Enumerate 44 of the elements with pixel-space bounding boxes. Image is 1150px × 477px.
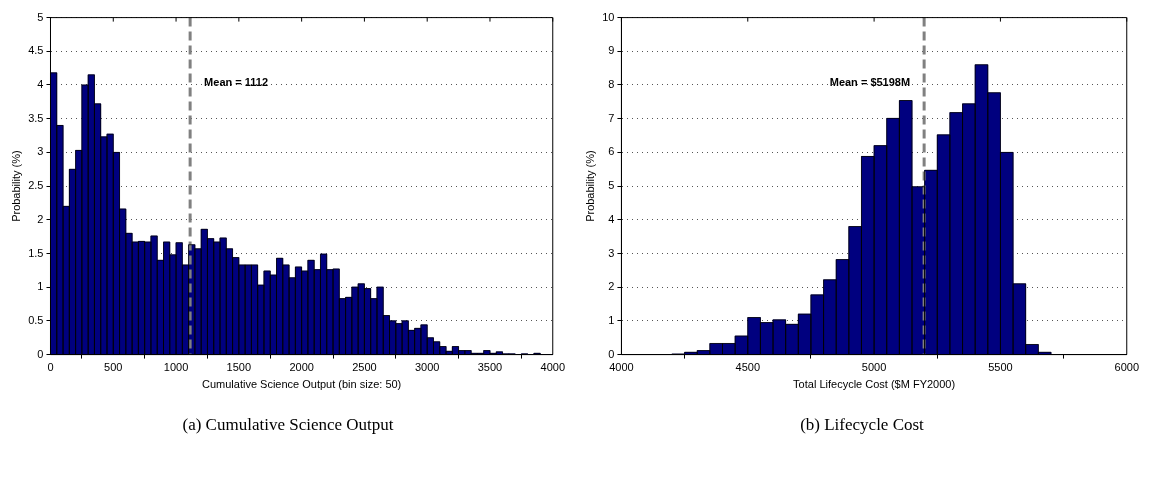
y-tick-label: 0 <box>37 347 44 360</box>
x-tick-label: 4000 <box>540 361 566 374</box>
y-tick-label: 4 <box>608 212 615 225</box>
y-tick-label: 8 <box>608 78 615 91</box>
ref-line-label: Mean = 1112 <box>204 75 269 88</box>
y-tick-label: 3 <box>37 145 44 158</box>
x-axis-title: Total Lifecycle Cost ($M FY2000) <box>793 378 956 391</box>
y-tick-label: 9 <box>608 44 615 57</box>
x-tick-label: 1000 <box>163 361 189 374</box>
y-tick-label: 0.5 <box>28 313 44 326</box>
y-tick-label: 1.5 <box>28 246 44 259</box>
y-tick-label: 4.5 <box>28 44 44 57</box>
x-tick-label: 1500 <box>226 361 252 374</box>
x-tick-label: 2500 <box>352 361 377 374</box>
y-tick-label: 1 <box>37 280 44 293</box>
text: (b) Lifecycle Cost <box>799 415 925 435</box>
ref-line-label: Mean = $5198M <box>829 75 911 88</box>
y-tick-label: 2.5 <box>28 179 44 192</box>
y-axis-title: Probability (%) <box>9 150 22 222</box>
x-tick-label: 2000 <box>289 361 314 374</box>
y-tick-label: 6 <box>608 145 615 158</box>
text: (a) Cumulative Science Output <box>181 415 395 435</box>
y-tick-label: 7 <box>608 111 615 124</box>
y-tick-label: 2 <box>608 280 615 293</box>
y-tick-label: 5 <box>37 10 44 23</box>
x-tick-label: 3000 <box>414 361 440 374</box>
y-axis-title: Probability (%) <box>583 150 596 222</box>
y-tick-label: 3 <box>608 246 615 259</box>
y-tick-label: 2 <box>37 212 44 225</box>
x-tick-label: 4000 <box>609 361 634 374</box>
y-tick-label: 5 <box>608 179 615 192</box>
y-tick-label: 1 <box>608 313 615 326</box>
x-tick-label: 0 <box>47 361 54 374</box>
x-tick-label: 5500 <box>988 361 1013 374</box>
y-tick-label: 0 <box>608 347 615 360</box>
y-tick-label: 3.5 <box>28 111 44 124</box>
x-tick-label: 3500 <box>477 361 503 374</box>
x-axis-title: Cumulative Science Output (bin size: 50) <box>201 378 402 391</box>
x-tick-label: 5000 <box>861 361 887 374</box>
x-tick-label: 500 <box>104 361 123 374</box>
y-tick-label: 10 <box>602 10 615 23</box>
y-tick-label: 4 <box>37 78 44 91</box>
x-tick-label: 6000 <box>1114 361 1140 374</box>
x-tick-label: 4500 <box>735 361 761 374</box>
